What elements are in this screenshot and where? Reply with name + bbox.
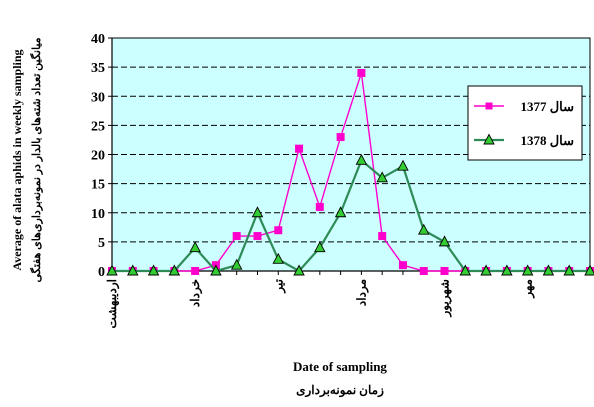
data-point-1378 bbox=[563, 264, 575, 276]
y-tick-label: 0 bbox=[98, 265, 105, 280]
y-tick-label: 30 bbox=[91, 90, 105, 105]
legend-label: سال 1377 bbox=[520, 99, 574, 114]
data-point-1378 bbox=[127, 264, 139, 276]
data-point-1378 bbox=[230, 258, 243, 270]
y-axis-title: Average of alata aphids in weekly sampli… bbox=[10, 49, 24, 270]
data-point-1378 bbox=[355, 153, 368, 165]
x-axis-title-persian: زمان نمونه‌برداری bbox=[296, 383, 384, 398]
data-point-1378 bbox=[542, 264, 555, 276]
legend-marker bbox=[483, 133, 495, 145]
data-point-1378 bbox=[168, 264, 181, 276]
legend-marker bbox=[485, 102, 493, 110]
data-point-1378 bbox=[272, 252, 285, 264]
data-point-1378 bbox=[438, 235, 451, 247]
y-tick-label: 15 bbox=[91, 178, 105, 193]
y-axis-title-persian: میانگین تعداد شته‌های بالدار در نمونه‌بر… bbox=[29, 37, 43, 282]
data-point-1378 bbox=[106, 264, 118, 276]
data-point-1378 bbox=[397, 159, 409, 171]
data-point-1378 bbox=[251, 206, 264, 218]
y-tick-label: 25 bbox=[91, 119, 105, 134]
x-tick-label: تیر bbox=[271, 278, 286, 293]
x-tick-label: اردیبهشت bbox=[105, 279, 120, 328]
x-tick-label: مرداد bbox=[354, 279, 369, 306]
data-point-1378 bbox=[480, 264, 492, 276]
data-point-1378 bbox=[334, 206, 347, 218]
y-tick-label: 35 bbox=[91, 61, 105, 76]
data-point-1377 bbox=[274, 226, 283, 235]
data-point-1377 bbox=[398, 261, 407, 270]
legend-box bbox=[467, 85, 583, 161]
data-point-1378 bbox=[501, 264, 513, 276]
series-layer bbox=[106, 68, 594, 276]
data-point-1377 bbox=[295, 144, 304, 153]
x-tick-label: شهریور bbox=[438, 279, 453, 318]
y-tick-label: 40 bbox=[91, 32, 105, 47]
data-point-1377 bbox=[440, 267, 449, 275]
data-point-1377 bbox=[253, 232, 262, 241]
data-point-1378 bbox=[293, 264, 305, 276]
data-point-1377 bbox=[315, 202, 324, 211]
data-point-1378 bbox=[189, 241, 201, 253]
x-axis-title: Date of sampling bbox=[293, 359, 387, 374]
legend-label: سال 1378 bbox=[520, 133, 574, 148]
data-point-1377 bbox=[357, 68, 366, 77]
data-point-1377 bbox=[378, 232, 387, 241]
data-point-1378 bbox=[521, 264, 534, 276]
data-point-1377 bbox=[419, 267, 428, 275]
data-point-1377 bbox=[336, 133, 345, 142]
data-point-1378 bbox=[210, 264, 222, 276]
legend: سال 1377 سال 1378 bbox=[467, 85, 583, 161]
data-point-1378 bbox=[459, 264, 472, 276]
data-point-1378 bbox=[417, 223, 430, 235]
x-tick-label: مهر bbox=[521, 279, 536, 299]
data-point-1377 bbox=[191, 267, 200, 275]
data-point-1378 bbox=[314, 241, 326, 253]
data-point-1378 bbox=[147, 264, 160, 276]
y-tick-label: 20 bbox=[91, 149, 105, 164]
y-tick-label: 10 bbox=[91, 207, 105, 222]
y-tick-label: 5 bbox=[98, 236, 105, 251]
x-tick-label: خرداد bbox=[188, 279, 203, 307]
data-point-1378 bbox=[376, 171, 388, 183]
data-point-1377 bbox=[232, 232, 241, 241]
data-point-1378 bbox=[584, 264, 594, 276]
